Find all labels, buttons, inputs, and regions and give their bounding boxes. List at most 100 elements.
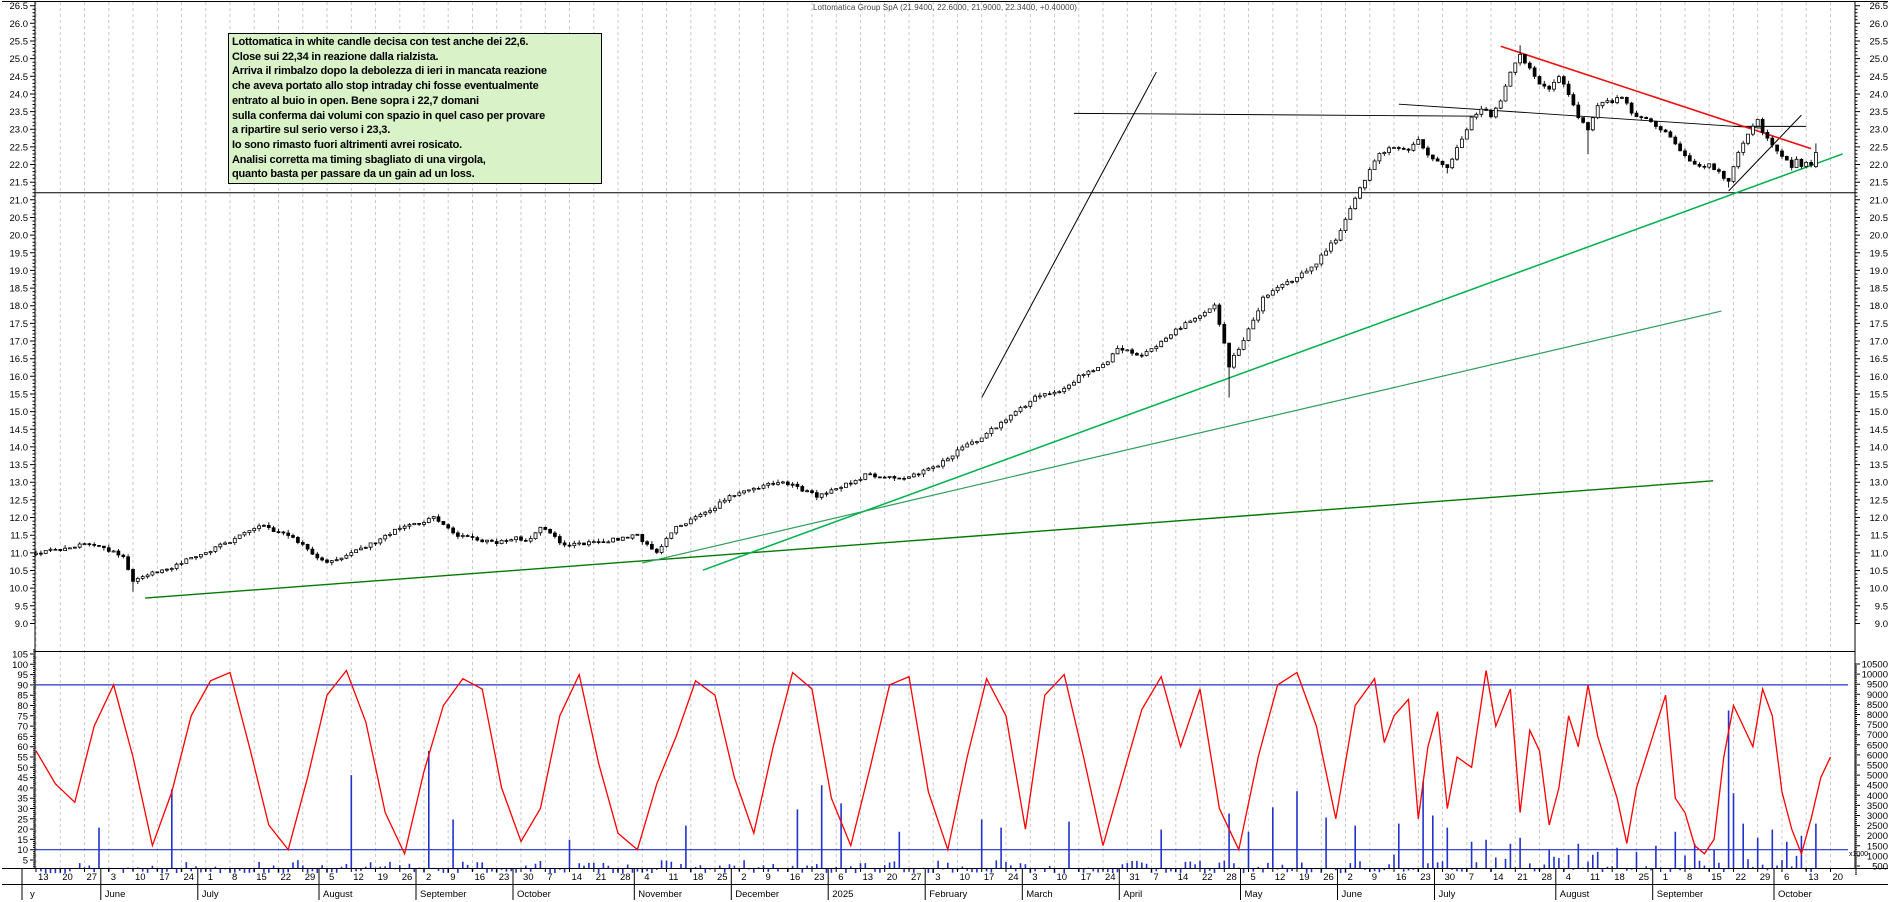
svg-text:25.5: 25.5	[10, 37, 29, 48]
svg-text:15.5: 15.5	[10, 390, 29, 401]
svg-text:9000: 9000	[1867, 690, 1888, 701]
svg-text:55: 55	[17, 753, 28, 764]
svg-text:7: 7	[1154, 872, 1159, 883]
svg-text:20.5: 20.5	[1870, 213, 1889, 224]
svg-text:21.0: 21.0	[10, 195, 29, 206]
trendline-resistance-black-2[interactable]	[1398, 103, 1763, 129]
trendline-resistance-black-long[interactable]	[1073, 112, 1477, 117]
svg-text:16: 16	[790, 872, 801, 883]
svg-text:12: 12	[1275, 872, 1286, 883]
svg-text:18.0: 18.0	[1870, 301, 1889, 312]
volume-unit-note: x1000	[1849, 851, 1869, 858]
svg-text:17.5: 17.5	[10, 319, 29, 330]
svg-text:14.5: 14.5	[1870, 425, 1889, 436]
svg-text:25: 25	[717, 872, 728, 883]
month-label: September	[1657, 889, 1703, 900]
svg-text:12: 12	[353, 872, 364, 883]
svg-text:30: 30	[17, 804, 28, 815]
svg-text:14: 14	[1178, 872, 1189, 883]
svg-text:28: 28	[1542, 872, 1553, 883]
svg-text:1500: 1500	[1867, 841, 1888, 852]
svg-text:26: 26	[402, 872, 413, 883]
month-label: June	[1342, 889, 1363, 900]
svg-text:25.5: 25.5	[1870, 37, 1889, 48]
svg-text:15.5: 15.5	[1870, 390, 1889, 401]
svg-text:13.0: 13.0	[10, 478, 29, 489]
svg-text:1000: 1000	[1867, 851, 1888, 862]
svg-text:31: 31	[1129, 872, 1140, 883]
month-label: October	[1778, 889, 1812, 900]
svg-text:23: 23	[1420, 872, 1431, 883]
svg-text:45: 45	[17, 773, 28, 784]
svg-text:24: 24	[1105, 872, 1116, 883]
svg-text:9.5: 9.5	[15, 601, 28, 612]
svg-text:19.0: 19.0	[1870, 266, 1889, 277]
trendline-uptrend-mid-green[interactable]	[642, 310, 1722, 564]
svg-text:8: 8	[1687, 872, 1692, 883]
svg-text:9500: 9500	[1867, 680, 1888, 691]
trendline-rally-black-steep[interactable]	[981, 71, 1157, 398]
svg-text:21: 21	[596, 872, 607, 883]
svg-text:24: 24	[184, 872, 195, 883]
svg-text:2: 2	[1348, 872, 1353, 883]
analysis-annotation-box[interactable]: Lottomatica in white candle decisa con t…	[228, 33, 602, 185]
svg-text:13.5: 13.5	[10, 460, 29, 471]
svg-text:4: 4	[1566, 872, 1571, 883]
svg-text:15: 15	[1711, 872, 1722, 883]
svg-text:6: 6	[838, 872, 843, 883]
svg-text:14.0: 14.0	[10, 442, 29, 453]
svg-text:16.5: 16.5	[1870, 354, 1889, 365]
svg-text:15.0: 15.0	[1870, 407, 1889, 418]
svg-text:9.0: 9.0	[15, 619, 28, 630]
trendline-downtrend-red[interactable]	[1500, 45, 1812, 150]
svg-text:26.5: 26.5	[10, 1, 29, 12]
stochastic-line[interactable]	[35, 669, 1832, 856]
svg-text:30: 30	[1445, 872, 1456, 883]
svg-text:9: 9	[1372, 872, 1377, 883]
month-label: June	[105, 889, 126, 900]
svg-text:7000: 7000	[1867, 730, 1888, 741]
svg-text:10: 10	[17, 845, 28, 856]
svg-text:26.0: 26.0	[10, 19, 29, 30]
trendline-uptrend-bright-green[interactable]	[702, 153, 1843, 571]
svg-text:22.0: 22.0	[1870, 160, 1889, 171]
svg-text:22.5: 22.5	[1870, 142, 1889, 153]
svg-text:10: 10	[1057, 872, 1068, 883]
svg-text:3: 3	[111, 872, 116, 883]
svg-text:24.5: 24.5	[1870, 72, 1889, 83]
svg-text:105: 105	[12, 650, 28, 661]
svg-text:23.5: 23.5	[10, 107, 29, 118]
svg-text:75: 75	[17, 711, 28, 722]
svg-text:16.0: 16.0	[1870, 372, 1889, 383]
svg-text:7500: 7500	[1867, 720, 1888, 731]
svg-text:60: 60	[17, 742, 28, 753]
oscillator-axis: 5101520253035404550556065707580859095100…	[12, 649, 35, 869]
svg-text:24: 24	[1008, 872, 1019, 883]
svg-text:19: 19	[1299, 872, 1310, 883]
trendline-uptrend-dark-green[interactable]	[145, 480, 1714, 599]
month-label: 2025	[832, 889, 853, 900]
svg-text:11: 11	[1590, 872, 1600, 883]
svg-text:29: 29	[1760, 872, 1771, 883]
svg-text:11: 11	[669, 872, 679, 883]
svg-text:4: 4	[644, 872, 649, 883]
month-label: February	[929, 889, 967, 900]
svg-text:25.0: 25.0	[10, 54, 29, 65]
svg-text:19: 19	[378, 872, 389, 883]
svg-text:500: 500	[1872, 862, 1888, 873]
svg-text:18: 18	[693, 872, 704, 883]
svg-text:14.0: 14.0	[1870, 442, 1889, 453]
svg-text:16.0: 16.0	[10, 372, 29, 383]
svg-text:27: 27	[87, 872, 98, 883]
svg-text:70: 70	[17, 722, 28, 733]
svg-text:10500: 10500	[1862, 660, 1888, 671]
svg-text:20: 20	[62, 872, 73, 883]
trendline-wedge-rising[interactable]	[1728, 114, 1802, 192]
svg-text:40: 40	[17, 783, 28, 794]
svg-text:25: 25	[1639, 872, 1650, 883]
svg-text:10.5: 10.5	[10, 566, 29, 577]
chart-frame	[2, 1, 1888, 885]
weekly-gridlines	[35, 2, 1831, 868]
